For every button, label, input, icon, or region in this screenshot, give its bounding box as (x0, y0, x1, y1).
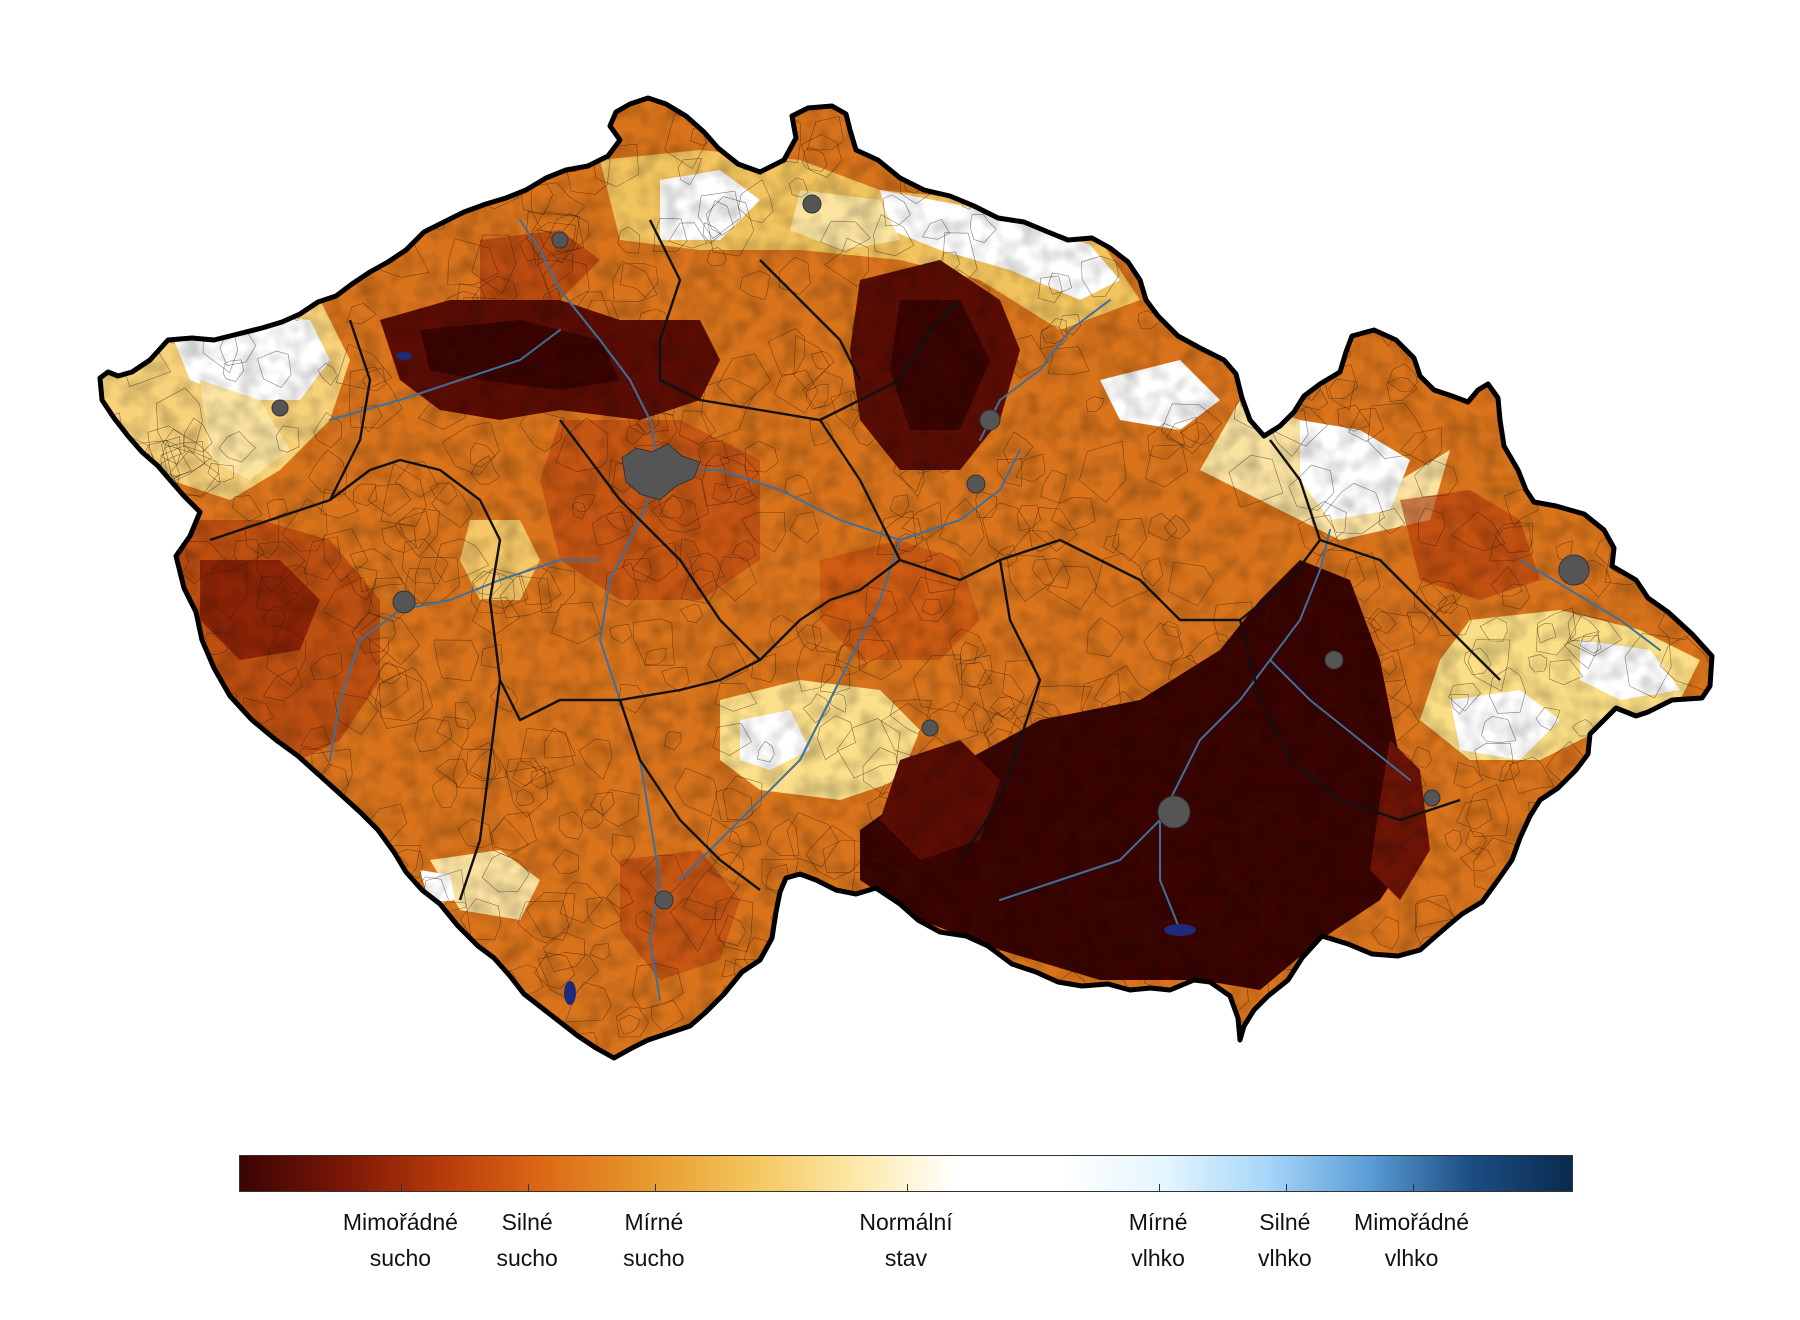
legend-tick (528, 1184, 530, 1192)
jihlava-city (921, 719, 939, 737)
legend-tick (401, 1184, 403, 1192)
legend-tick (654, 1184, 656, 1192)
legend-label-line1: Mimořádné (342, 1209, 458, 1235)
legend-label-line1: Mírné (1128, 1209, 1188, 1235)
legend-tick (1159, 1184, 1161, 1192)
liberec-city (802, 194, 822, 214)
legend-label-line1: Silné (501, 1209, 553, 1235)
water-bodies (396, 352, 1196, 1005)
legend-tick (907, 1184, 908, 1192)
legend-label-line2: sucho (369, 1245, 432, 1271)
legend-label-line2: vlhko (1131, 1245, 1185, 1271)
ostrava-city (1558, 554, 1590, 586)
ceske-budejovice-city (654, 890, 674, 910)
legend-label-line1: Silné (1259, 1209, 1311, 1235)
legend-label: Mimořádné vlhko (1327, 1204, 1497, 1276)
legend-label: Silné sucho (442, 1204, 612, 1276)
legend-label: Mírné sucho (569, 1204, 739, 1276)
zlin-city (1423, 789, 1441, 807)
legend-label-line2: vlhko (1257, 1245, 1312, 1271)
karlovy-vary-city (271, 399, 289, 417)
prague-city (621, 443, 701, 501)
color-scale-bar (239, 1155, 1573, 1192)
legend-label: Normální stav (821, 1204, 991, 1276)
cities (271, 194, 1590, 910)
legend-tick (1285, 1184, 1287, 1192)
plzen-city (392, 590, 416, 614)
legend-label-line2: stav (884, 1245, 928, 1271)
region-borders (209, 219, 1501, 901)
legend-label-line2: vlhko (1384, 1245, 1439, 1271)
legend-label-line1: Mimořádné (1354, 1209, 1470, 1235)
legend-label: Mírné vlhko (1073, 1204, 1243, 1276)
legend-label-line2: sucho (496, 1245, 558, 1271)
usti-city (551, 231, 569, 249)
legend-label: Mimořádné sucho (315, 1204, 485, 1276)
legend-label-line1: Normální (859, 1209, 953, 1235)
pardubice-city (966, 474, 986, 494)
legend-tick (1412, 1184, 1414, 1192)
drought-map (0, 0, 1800, 1100)
legend-label-line2: sucho (623, 1245, 685, 1271)
legend-label: Silné vlhko (1200, 1204, 1370, 1276)
legend-label-line1: Mírné (624, 1209, 684, 1235)
brno-city (1157, 795, 1191, 829)
olomouc-city (1324, 650, 1344, 670)
hradec-kralove-city (979, 409, 1001, 431)
